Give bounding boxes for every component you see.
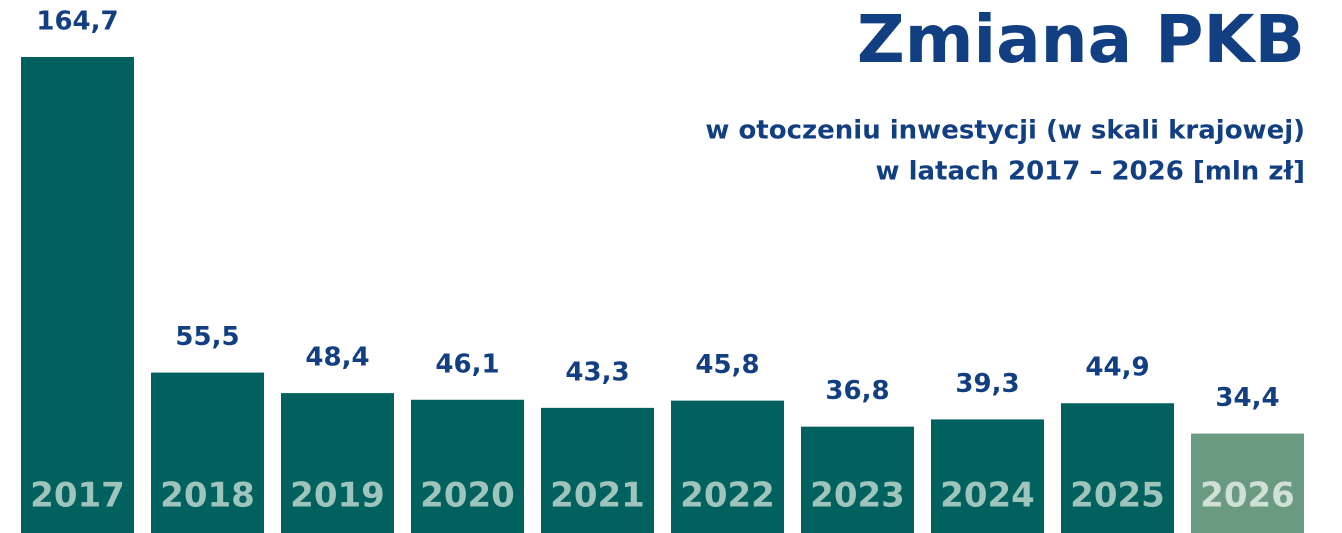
chart-subtitle: w latach 2017 – 2026 [mln zł] [876,157,1305,187]
value-label: 39,3 [955,369,1019,399]
bar [411,399,524,533]
x-tick-label: 2021 [550,476,645,516]
x-tick-label: 2024 [940,476,1035,516]
bar [21,57,134,533]
value-label: 45,8 [695,350,759,380]
x-tick-label: 2020 [420,476,515,516]
x-tick-label: 2022 [680,476,775,516]
bar [541,407,654,533]
chart-subtitle: w otoczeniu inwestycji (w skali krajowej… [705,116,1305,146]
bar [151,372,264,533]
bar [1191,433,1304,533]
value-label: 48,4 [305,343,369,373]
value-label: 164,7 [36,7,118,37]
value-label: 34,4 [1215,383,1279,413]
x-tick-label: 2026 [1200,476,1295,516]
value-label: 36,8 [825,376,889,406]
x-tick-label: 2025 [1070,476,1165,516]
bar [801,426,914,533]
bar [671,400,784,533]
value-label: 46,1 [435,349,499,379]
bar [281,393,394,533]
value-label: 43,3 [565,357,629,387]
x-tick-label: 2018 [160,476,255,516]
x-tick-label: 2019 [290,476,385,516]
bar [1061,403,1174,533]
x-tick-label: 2017 [30,476,125,516]
bar [931,419,1044,533]
chart-title: Zmiana PKB [857,1,1305,78]
x-tick-label: 2023 [810,476,905,516]
value-label: 44,9 [1085,353,1149,383]
value-label: 55,5 [175,322,239,352]
